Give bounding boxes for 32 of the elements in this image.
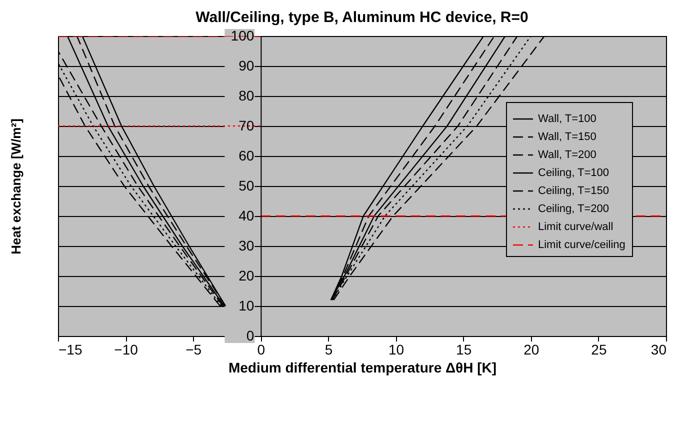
y-tick-label: 30 [238, 238, 254, 254]
y-tick-label: 100 [230, 28, 254, 44]
x-tick-label: 0 [257, 342, 266, 358]
x-axis-title: Medium differential temperature ΔθH [K] [228, 360, 497, 376]
y-tick-label: 90 [238, 58, 254, 74]
chart-title: Wall/Ceiling, type B, Aluminum HC device, R=0 [196, 9, 528, 26]
y-tick-label: 60 [238, 148, 254, 164]
y-tick-label: 40 [238, 208, 254, 224]
y-tick-label: 10 [238, 298, 254, 314]
x-tick-label: 5 [324, 342, 333, 358]
legend-label: Ceiling, T=100 [538, 167, 610, 179]
legend-label: Wall, T=100 [538, 113, 596, 125]
y-tick-label: 50 [238, 178, 254, 194]
x-tick-label: −10 [114, 342, 138, 358]
x-tick-label: −15 [58, 342, 82, 358]
legend-label: Ceiling, T=200 [538, 203, 610, 215]
x-tick-label: 20 [524, 342, 540, 358]
legend-label: Limit curve/ceiling [538, 239, 626, 251]
x-tick-label: 15 [456, 342, 472, 358]
y-tick-label: 70 [238, 118, 254, 134]
x-tick-label: 30 [650, 342, 667, 358]
y-tick-label: 20 [238, 268, 254, 284]
y-axis-title: Heat exchange [W/m²] [8, 118, 24, 254]
legend-label: Ceiling, T=150 [538, 185, 610, 197]
x-tick-label: 25 [591, 342, 607, 358]
y-tick-label: 80 [238, 88, 254, 104]
legend-label: Limit curve/wall [538, 221, 614, 233]
y-tick-label: 0 [246, 328, 254, 344]
legend-label: Wall, T=200 [538, 149, 596, 161]
x-tick-label: −5 [186, 342, 202, 358]
x-tick-label: 10 [388, 342, 404, 358]
legend-label: Wall, T=150 [538, 131, 596, 143]
